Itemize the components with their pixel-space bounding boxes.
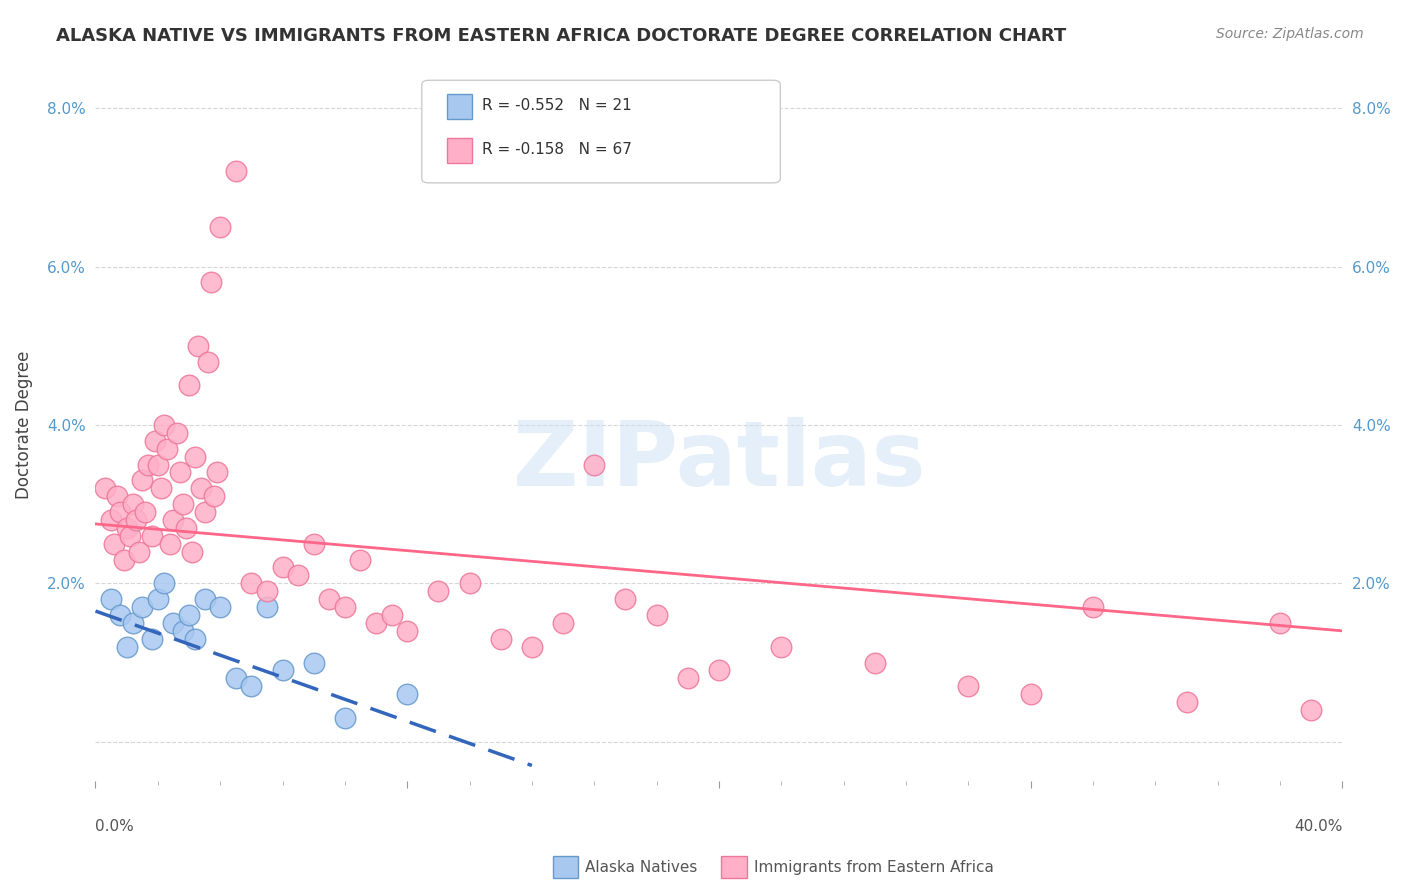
Text: R = -0.158   N = 67: R = -0.158 N = 67 bbox=[482, 143, 633, 157]
Point bbox=[159, 537, 181, 551]
Point bbox=[134, 505, 156, 519]
Point bbox=[141, 529, 163, 543]
Point bbox=[256, 600, 278, 615]
Point bbox=[153, 417, 176, 432]
Point bbox=[427, 584, 450, 599]
Point bbox=[209, 219, 232, 234]
Point bbox=[271, 560, 294, 574]
Point bbox=[138, 458, 160, 472]
Point bbox=[110, 607, 132, 622]
Text: Immigrants from Eastern Africa: Immigrants from Eastern Africa bbox=[754, 860, 994, 874]
Point bbox=[177, 607, 200, 622]
Point bbox=[146, 458, 169, 472]
Point bbox=[141, 632, 163, 646]
Point bbox=[863, 656, 886, 670]
Point bbox=[1175, 695, 1198, 709]
Text: ZIPatlas: ZIPatlas bbox=[513, 417, 925, 505]
Point bbox=[707, 664, 730, 678]
Point bbox=[112, 552, 135, 566]
Point bbox=[128, 544, 150, 558]
Point bbox=[194, 505, 217, 519]
Point bbox=[172, 497, 194, 511]
Point bbox=[181, 544, 204, 558]
Point bbox=[200, 276, 222, 290]
Point bbox=[125, 513, 148, 527]
Point bbox=[143, 434, 166, 448]
Point bbox=[118, 529, 141, 543]
Point bbox=[205, 466, 228, 480]
Point bbox=[190, 481, 212, 495]
Text: 40.0%: 40.0% bbox=[1294, 819, 1343, 834]
Point bbox=[197, 354, 219, 368]
Point bbox=[225, 671, 247, 685]
Point bbox=[131, 600, 153, 615]
Point bbox=[1268, 615, 1291, 630]
Point bbox=[100, 592, 122, 607]
Point bbox=[153, 576, 176, 591]
Point bbox=[172, 624, 194, 638]
Point bbox=[131, 474, 153, 488]
Point bbox=[184, 632, 207, 646]
Point bbox=[110, 505, 132, 519]
Point bbox=[209, 600, 232, 615]
Point bbox=[100, 513, 122, 527]
Point bbox=[156, 442, 179, 456]
Point bbox=[302, 656, 325, 670]
Point bbox=[333, 711, 356, 725]
Point bbox=[94, 481, 117, 495]
Text: Source: ZipAtlas.com: Source: ZipAtlas.com bbox=[1216, 27, 1364, 41]
Point bbox=[551, 615, 574, 630]
Point bbox=[115, 521, 138, 535]
Point bbox=[349, 552, 371, 566]
Point bbox=[115, 640, 138, 654]
Y-axis label: Doctorate Degree: Doctorate Degree bbox=[15, 351, 32, 500]
Point bbox=[614, 592, 637, 607]
Text: ALASKA NATIVE VS IMMIGRANTS FROM EASTERN AFRICA DOCTORATE DEGREE CORRELATION CHA: ALASKA NATIVE VS IMMIGRANTS FROM EASTERN… bbox=[56, 27, 1067, 45]
Point bbox=[122, 497, 145, 511]
Point bbox=[225, 164, 247, 178]
Point bbox=[169, 466, 191, 480]
Point bbox=[271, 664, 294, 678]
Point bbox=[184, 450, 207, 464]
Point bbox=[122, 615, 145, 630]
Point bbox=[1301, 703, 1323, 717]
Point bbox=[287, 568, 309, 582]
Point bbox=[177, 378, 200, 392]
Text: 0.0%: 0.0% bbox=[96, 819, 134, 834]
Point bbox=[146, 592, 169, 607]
Point bbox=[105, 489, 128, 503]
Point bbox=[645, 607, 668, 622]
Point bbox=[458, 576, 481, 591]
Point bbox=[240, 679, 263, 693]
Point bbox=[489, 632, 512, 646]
Point bbox=[957, 679, 980, 693]
Point bbox=[202, 489, 225, 503]
Point bbox=[162, 513, 184, 527]
Point bbox=[174, 521, 197, 535]
Point bbox=[149, 481, 172, 495]
Point bbox=[381, 607, 404, 622]
Point bbox=[333, 600, 356, 615]
Point bbox=[770, 640, 793, 654]
Point bbox=[676, 671, 699, 685]
Text: R = -0.552   N = 21: R = -0.552 N = 21 bbox=[482, 98, 633, 112]
Point bbox=[240, 576, 263, 591]
Point bbox=[396, 687, 419, 701]
Point bbox=[103, 537, 125, 551]
Point bbox=[162, 615, 184, 630]
Point bbox=[364, 615, 387, 630]
Point bbox=[194, 592, 217, 607]
Point bbox=[318, 592, 340, 607]
Point bbox=[1019, 687, 1042, 701]
Point bbox=[302, 537, 325, 551]
Point bbox=[256, 584, 278, 599]
Point bbox=[520, 640, 543, 654]
Point bbox=[166, 425, 188, 440]
Text: Alaska Natives: Alaska Natives bbox=[585, 860, 697, 874]
Point bbox=[1081, 600, 1104, 615]
Point bbox=[396, 624, 419, 638]
Point bbox=[187, 339, 209, 353]
Point bbox=[583, 458, 606, 472]
